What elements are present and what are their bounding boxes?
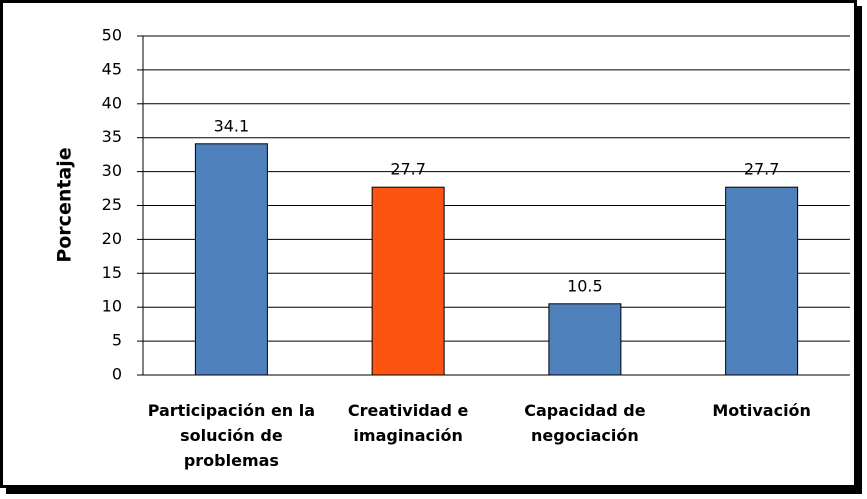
x-tick-label: Participación en la solución de problema… [147,401,316,470]
y-tick-label: 45 [102,59,122,78]
y-tick-label: 10 [102,297,122,316]
y-tick-label: 35 [102,127,122,146]
y-tick-label: 30 [102,161,122,180]
bar [194,143,268,376]
y-tick-label: 15 [102,263,122,282]
bar [371,186,445,376]
x-tick-label: Motivación [712,401,811,420]
data-label: 27.7 [390,160,426,179]
x-tick-label: Capacidad de negociación [524,401,646,445]
data-label: 34.1 [214,116,250,135]
data-label: 27.7 [744,160,780,179]
y-axis-label: Porcentaje [54,147,76,262]
y-tick-label: 50 [102,26,122,45]
y-tick-label: 40 [102,93,122,112]
y-tick-label: 25 [102,195,122,214]
x-tick-label: Creatividad e imaginación [347,401,469,445]
bar [548,303,622,376]
bar [725,186,799,376]
data-label: 10.5 [567,276,603,295]
y-tick-label: 0 [112,365,122,384]
y-tick-label: 20 [102,229,122,248]
y-tick-label: 5 [112,331,122,350]
